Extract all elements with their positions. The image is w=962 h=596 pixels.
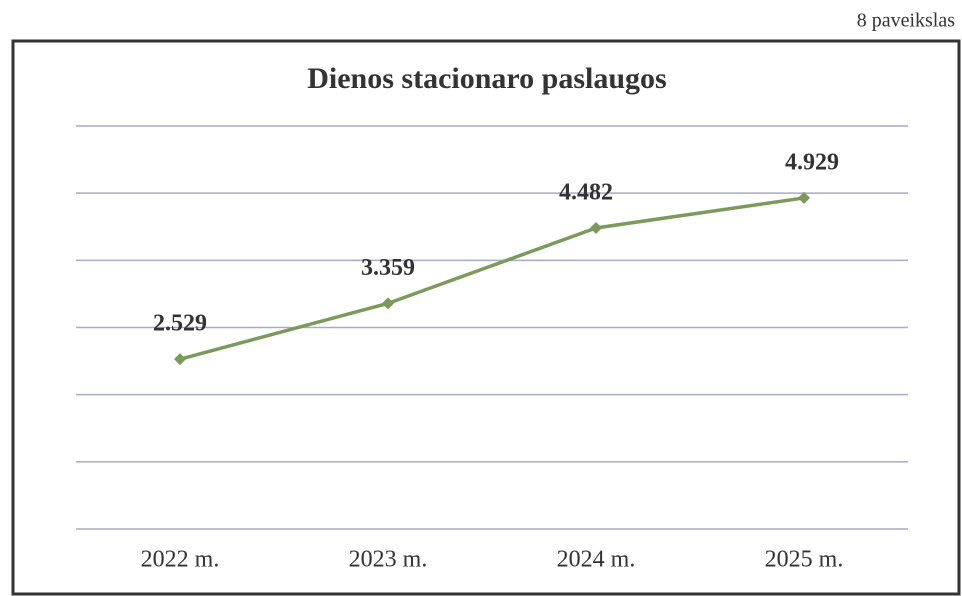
- x-tick-label: 2024 m.: [557, 547, 636, 573]
- data-label: 4.482: [559, 179, 613, 205]
- data-point: [382, 297, 394, 310]
- chart-frame: [11, 39, 961, 596]
- figure-label: 8 paveikslas: [857, 10, 956, 32]
- data-label: 4.929: [785, 149, 839, 175]
- data-label: 2.529: [153, 311, 207, 337]
- x-tick-label: 2025 m.: [765, 547, 844, 573]
- data-line: [179, 196, 805, 361]
- chart-title: Dienos stacionaro paslaugos: [307, 62, 667, 95]
- x-tick-label: 2023 m.: [349, 547, 428, 573]
- data-label: 3.359: [361, 255, 415, 281]
- data-point: [590, 221, 602, 234]
- data-point: [798, 191, 810, 204]
- x-tick-label: 2022 m.: [141, 547, 220, 573]
- data-point: [174, 353, 186, 366]
